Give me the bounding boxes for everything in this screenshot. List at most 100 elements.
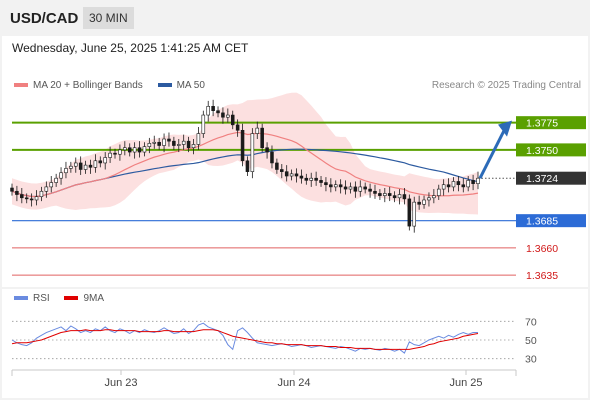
candle-body-up	[142, 146, 147, 153]
candle	[240, 123, 245, 167]
legend-ma20-swatch	[14, 83, 28, 88]
candle-body-down	[270, 151, 274, 164]
candle-body-up	[177, 144, 181, 146]
legend-ma50: MA 50	[157, 80, 205, 91]
candle	[142, 142, 147, 157]
timeframe-badge[interactable]: 30 MIN	[83, 7, 134, 29]
candle	[118, 144, 122, 161]
level-resistance-1.3775: 1.3775	[12, 116, 586, 130]
candle	[191, 139, 196, 155]
candle	[137, 141, 142, 158]
legend-ma50-swatch	[157, 83, 172, 88]
candle	[54, 173, 58, 187]
candle	[363, 182, 367, 194]
candle-body-down	[299, 175, 304, 179]
candle	[392, 191, 397, 203]
legend-ma20: MA 20 + Bollinger Bands	[14, 80, 143, 91]
level-label-box	[516, 116, 586, 130]
candle	[373, 184, 377, 199]
candle-body-up	[147, 143, 152, 147]
candle-body-up	[441, 184, 446, 190]
candle	[353, 181, 358, 198]
symbol-title: USD/CAD	[10, 10, 79, 27]
candle-body-down	[216, 110, 220, 114]
candle	[88, 159, 93, 174]
candle	[348, 182, 353, 194]
candle	[412, 196, 417, 233]
candle-body-up	[383, 193, 387, 196]
candle-body-down	[402, 194, 407, 200]
candle	[211, 99, 215, 117]
candle-body-up	[162, 138, 166, 146]
candle	[333, 180, 338, 192]
candle-body-up	[152, 141, 157, 144]
candle-body-down	[211, 106, 215, 111]
candle-body-up	[108, 152, 112, 158]
candle-body-down	[456, 181, 461, 186]
rsi-9ma-line	[11, 329, 479, 350]
candle	[113, 148, 117, 159]
credit-text: Research © 2025 Trading Central	[431, 80, 581, 91]
candle-body-up	[191, 144, 196, 149]
candle-body-up	[289, 173, 294, 177]
candle	[270, 145, 274, 169]
candle-body-down	[319, 180, 323, 183]
candle-body-up	[201, 114, 206, 134]
candle	[314, 171, 318, 186]
candle-body-up	[226, 114, 230, 118]
candle-body-up	[123, 147, 127, 151]
candle-body-up	[54, 177, 58, 183]
candle-body-down	[407, 198, 412, 227]
candle	[83, 160, 88, 174]
candle-body-down	[98, 160, 103, 164]
candle-body-down	[368, 188, 372, 192]
candle-body-down	[240, 129, 245, 162]
candle-body-down	[392, 195, 397, 199]
candle-body-up	[333, 184, 338, 188]
candle	[235, 119, 240, 137]
candle	[446, 178, 451, 193]
candle-body-down	[353, 186, 358, 192]
candle	[461, 178, 466, 193]
candle	[319, 176, 323, 187]
candle-body-up	[69, 165, 73, 169]
candle-body-down	[78, 162, 83, 170]
candle	[422, 195, 426, 209]
candle	[216, 106, 220, 118]
candle	[29, 193, 34, 207]
candle-body-up	[181, 140, 186, 145]
legend-ma20-label: MA 20 + Bollinger Bands	[33, 80, 143, 91]
level-last-1.3724: 1.3724	[478, 171, 586, 185]
rsi-tick-label: 50	[525, 335, 537, 347]
legend-rsi-swatch	[14, 296, 28, 301]
candle	[147, 137, 152, 154]
legend-ma50-label: MA 50	[176, 80, 205, 91]
candle	[103, 152, 107, 170]
candle	[20, 188, 24, 204]
level-pivot-1.3685: 1.3685	[12, 214, 586, 228]
candle	[304, 173, 309, 185]
candle-body-up	[64, 168, 68, 174]
candle	[250, 128, 255, 179]
candle-body-down	[378, 193, 382, 196]
candle-body-up	[93, 160, 98, 168]
candle-body-down	[363, 186, 367, 190]
level-support-1.3635: 1.3635	[12, 270, 558, 282]
rsi-line	[11, 322, 478, 354]
candle-body-down	[471, 180, 475, 184]
candle-body-up	[422, 199, 426, 205]
candle	[427, 192, 431, 207]
candle	[407, 194, 412, 231]
candle	[397, 189, 402, 205]
candle-body-up	[358, 186, 363, 192]
candle	[294, 168, 299, 183]
candle-body-up	[451, 181, 456, 188]
rsi-tick-label: 30	[525, 354, 537, 366]
candle	[338, 179, 343, 194]
candle-body-up	[348, 186, 353, 190]
candle	[73, 157, 78, 173]
candle-body-down	[265, 147, 269, 153]
candle	[221, 107, 225, 124]
forecast-arrow-shaft	[478, 129, 506, 179]
